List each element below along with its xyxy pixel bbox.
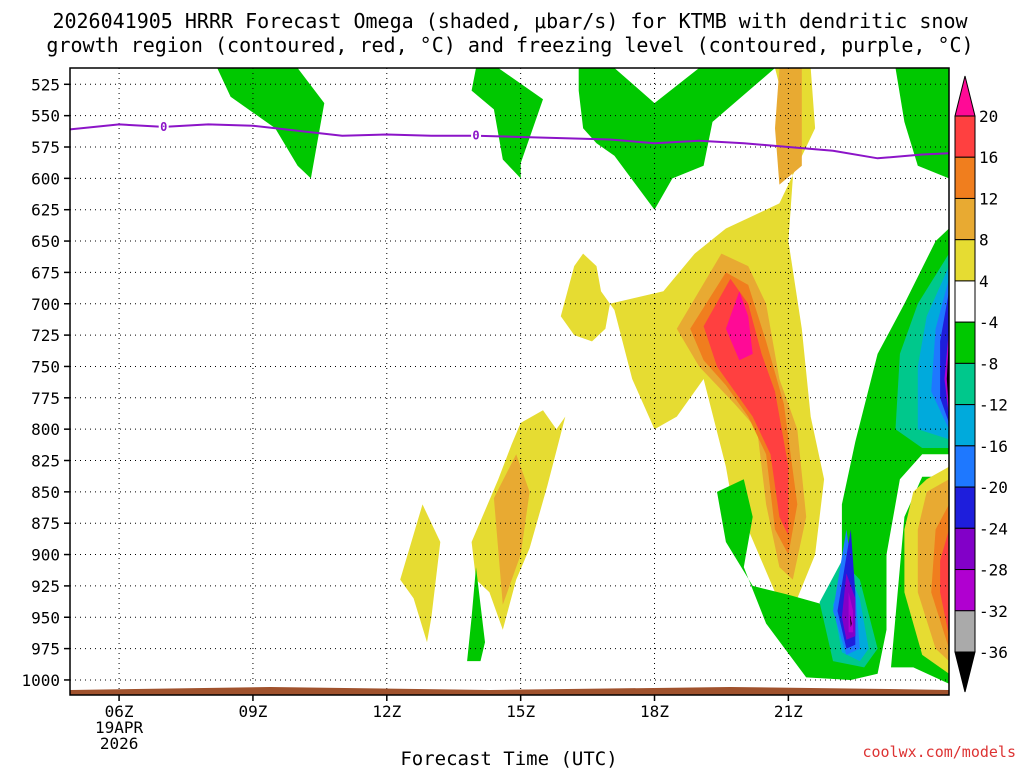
freezing-level-label-0: 0 bbox=[160, 120, 167, 134]
x-tick-label-12-0: 12Z bbox=[372, 702, 401, 721]
y-tick-label-625: 625 bbox=[31, 201, 60, 220]
y-tick-label-925: 925 bbox=[31, 577, 60, 596]
freezing-level-line bbox=[69, 123, 950, 160]
freezing-level-label-bg-1 bbox=[471, 128, 482, 143]
omega-region-8 bbox=[703, 278, 789, 536]
colorbar-bottom-arrow bbox=[954, 651, 976, 693]
y-tick-label-525: 525 bbox=[31, 75, 60, 94]
omega-region-3 bbox=[895, 68, 949, 179]
y-tick-label-875: 875 bbox=[31, 514, 60, 533]
omega-region-16 bbox=[944, 328, 949, 417]
colorbar-label-5: -4 bbox=[979, 313, 998, 332]
y-axis-ticks: 525 550 575 600 625 650 675 700 725 750 775 800 825 8… bbox=[21, 75, 70, 690]
colorbar-segment-12 bbox=[954, 610, 976, 653]
colorbar-segment-4 bbox=[954, 280, 976, 323]
chart-title-line2: growth region (contoured, red, °C) and f… bbox=[46, 33, 973, 57]
y-tick-label-975: 975 bbox=[31, 640, 60, 659]
colorbar-label-9: -20 bbox=[979, 478, 1008, 497]
colorbar-segment-11 bbox=[954, 569, 976, 612]
colorbar-segment-10 bbox=[954, 527, 976, 571]
ground-fill bbox=[70, 687, 949, 695]
colorbar-label-6: -8 bbox=[979, 354, 998, 373]
chart-title-line1: 2026041905 HRRR Forecast Omega (shaded, … bbox=[52, 9, 968, 33]
colorbar-label-0: 20 bbox=[979, 107, 998, 126]
colorbar: 20 16 12 8 4 -4 -8 -12 -16 -20 -24 -28 -32 -36 bbox=[954, 75, 1008, 693]
colorbar-label-8: -16 bbox=[979, 437, 1008, 456]
omega-region-2 bbox=[578, 68, 775, 210]
x-tick-label-6-1: 19APR bbox=[95, 718, 144, 737]
omega-shading-layer bbox=[217, 68, 949, 684]
omega-region-0 bbox=[217, 68, 325, 179]
colorbar-label-4: 4 bbox=[979, 272, 989, 291]
y-tick-label-650: 650 bbox=[31, 232, 60, 251]
y-tick-label-575: 575 bbox=[31, 138, 60, 157]
colorbar-label-10: -24 bbox=[979, 519, 1008, 538]
x-tick-label-6-0: 06Z bbox=[105, 702, 134, 721]
y-tick-label-725: 725 bbox=[31, 326, 60, 345]
colorbar-segment-0 bbox=[954, 115, 976, 158]
x-tick-label-18-0: 18Z bbox=[640, 702, 669, 721]
y-tick-label-800: 800 bbox=[31, 420, 60, 439]
colorbar-segment-7 bbox=[954, 404, 976, 447]
ground-strip bbox=[70, 687, 949, 695]
colorbar-segment-5 bbox=[954, 321, 976, 364]
credit-link[interactable]: coolwx.com/models bbox=[862, 743, 1016, 761]
omega-region-5 bbox=[775, 68, 802, 185]
x-tick-label-15-0: 15Z bbox=[506, 702, 535, 721]
colorbar-segment-3 bbox=[954, 239, 976, 282]
x-tick-label-21-0: 21Z bbox=[774, 702, 803, 721]
colorbar-top-arrow bbox=[954, 75, 976, 117]
y-tick-label-550: 550 bbox=[31, 107, 60, 126]
plot-border bbox=[69, 67, 950, 696]
y-tick-label-675: 675 bbox=[31, 263, 60, 282]
colorbar-segment-1 bbox=[954, 156, 976, 199]
colorbar-label-1: 16 bbox=[979, 148, 998, 167]
omega-region-23 bbox=[848, 592, 854, 633]
freezing-level-label-1: 0 bbox=[472, 129, 479, 143]
colorbar-segment-9 bbox=[954, 486, 976, 529]
freezing-level-layer: 00 bbox=[69, 119, 950, 160]
colorbar-segment-8 bbox=[954, 445, 976, 488]
y-tick-label-1000: 1000 bbox=[21, 671, 60, 690]
y-tick-label-900: 900 bbox=[31, 546, 60, 565]
y-tick-label-775: 775 bbox=[31, 389, 60, 408]
omega-region-24 bbox=[849, 614, 852, 628]
y-tick-label-700: 700 bbox=[31, 295, 60, 314]
colorbar-label-11: -28 bbox=[979, 561, 1008, 580]
omega-region-32 bbox=[940, 529, 949, 637]
freezing-level-label-bg-0 bbox=[158, 119, 169, 134]
omega-region-28 bbox=[467, 567, 485, 662]
y-tick-label-600: 600 bbox=[31, 169, 60, 188]
y-tick-label-850: 850 bbox=[31, 483, 60, 502]
y-tick-label-950: 950 bbox=[31, 608, 60, 627]
colorbar-label-12: -32 bbox=[979, 602, 1008, 621]
x-tick-label-6-2: 2026 bbox=[100, 734, 139, 753]
colorbar-label-2: 12 bbox=[979, 189, 998, 208]
omega-region-10 bbox=[717, 228, 949, 680]
y-tick-label-750: 750 bbox=[31, 357, 60, 376]
colorbar-segment-6 bbox=[954, 362, 976, 406]
colorbar-label-7: -12 bbox=[979, 396, 1008, 415]
colorbar-label-13: -36 bbox=[979, 643, 1008, 662]
colorbar-label-3: 8 bbox=[979, 231, 989, 250]
x-axis-label: Forecast Time (UTC) bbox=[400, 748, 617, 768]
y-tick-label-825: 825 bbox=[31, 452, 60, 471]
colorbar-segment-2 bbox=[954, 197, 976, 241]
omega-region-1 bbox=[471, 68, 543, 179]
plot-frame bbox=[69, 67, 950, 696]
x-tick-label-9-0: 09Z bbox=[238, 702, 267, 721]
omega-region-27 bbox=[400, 504, 441, 643]
omega-region-9 bbox=[725, 291, 753, 361]
